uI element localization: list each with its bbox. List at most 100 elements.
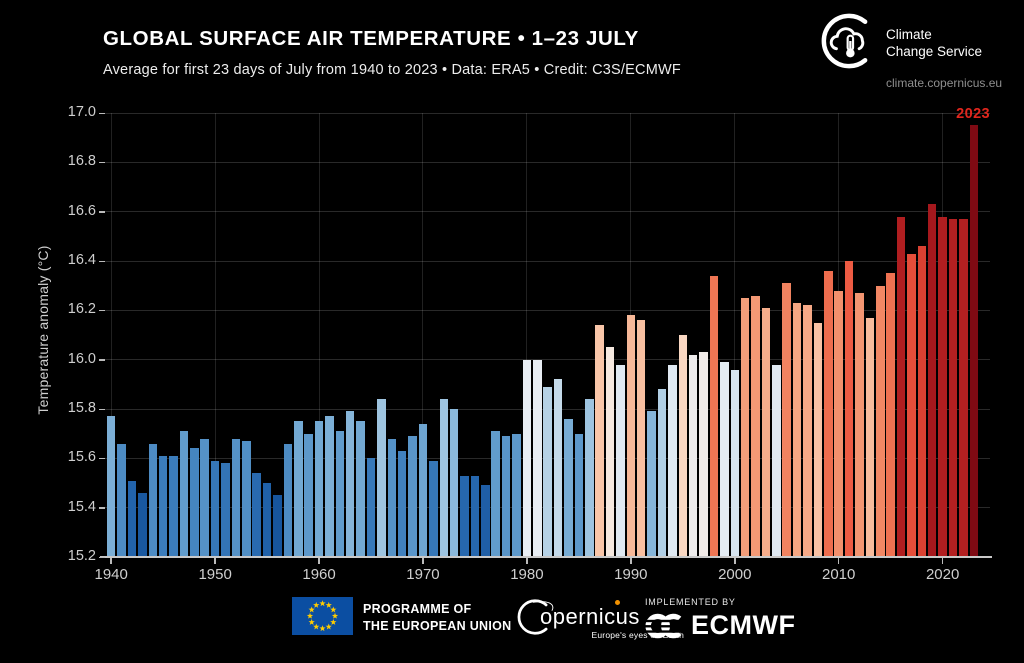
bar-1968 xyxy=(397,450,407,557)
y-gridline xyxy=(105,161,990,163)
x-tick-mark xyxy=(422,558,424,564)
y-gridline xyxy=(105,359,990,361)
bar-2004 xyxy=(772,364,781,557)
copernicus-tagline: Europe's eyes on Earth xyxy=(591,630,684,640)
y-tick-mark xyxy=(99,507,105,509)
bar-2010 xyxy=(834,290,843,557)
bar-2007 xyxy=(803,305,812,557)
bar-2021 xyxy=(948,219,958,557)
eu-star-icon xyxy=(319,625,326,632)
bar-1995 xyxy=(678,335,688,557)
eu-star-icon xyxy=(330,618,337,625)
ecmwf-icon xyxy=(645,613,685,638)
eu-star-icon xyxy=(313,623,320,630)
eu-star-icon xyxy=(325,623,332,630)
y-tick-mark xyxy=(99,112,105,114)
bar-1966 xyxy=(377,399,386,557)
x-tick-mark xyxy=(214,558,216,564)
x-gridline xyxy=(214,113,216,557)
bar-2012 xyxy=(855,293,864,557)
x-tick-label: 1960 xyxy=(302,566,336,583)
x-tick-label: 1950 xyxy=(198,566,232,583)
bar-1989 xyxy=(616,364,625,557)
bar-1969 xyxy=(408,436,417,557)
copernicus-wordmark: opernicus xyxy=(540,604,640,629)
bar-1994 xyxy=(668,364,677,557)
bar-1976 xyxy=(481,485,490,557)
bar-1984 xyxy=(564,418,573,557)
bar-2016 xyxy=(896,216,906,557)
bar-2020 xyxy=(938,216,947,557)
y-axis-title: Temperature anomaly (°C) xyxy=(35,245,51,415)
y-tick-mark xyxy=(99,408,105,410)
bar-1958 xyxy=(294,421,303,557)
bar-2023 xyxy=(969,125,979,557)
bar-1944 xyxy=(148,443,158,557)
bar-1972 xyxy=(439,399,449,557)
bar-2017 xyxy=(907,253,916,557)
bar-1960 xyxy=(314,421,324,557)
y-tick-mark xyxy=(99,260,105,262)
bar-1955 xyxy=(262,483,272,557)
x-tick-label: 2000 xyxy=(718,566,752,583)
bar-1952 xyxy=(231,438,241,557)
bar-2001 xyxy=(740,298,750,557)
y-tick-mark xyxy=(99,457,105,460)
bar-2009 xyxy=(824,270,833,557)
eu-star-icon xyxy=(308,618,315,625)
bar-2005 xyxy=(782,283,791,557)
bar-1949 xyxy=(200,438,209,557)
bar-2015 xyxy=(886,273,895,557)
bar-1963 xyxy=(345,411,355,557)
bar-2019 xyxy=(927,204,937,557)
bar-2002 xyxy=(751,295,760,557)
eu-star-icon xyxy=(308,606,315,613)
eu-flag-icon xyxy=(292,597,353,635)
bar-1981 xyxy=(533,359,542,557)
x-tick-mark xyxy=(734,558,736,564)
x-tick-mark xyxy=(630,558,632,564)
bar-1945 xyxy=(158,455,168,557)
eu-star-icon xyxy=(331,612,339,619)
y-tick-label: 16.4 xyxy=(67,252,96,268)
x-gridline xyxy=(422,113,424,557)
bar-1941 xyxy=(117,443,126,557)
bar-2022 xyxy=(959,219,968,557)
copernicus-logo: opernicus Europe's eyes on Earth xyxy=(512,596,692,646)
bar-1940 xyxy=(106,416,116,557)
bar-1946 xyxy=(169,455,178,557)
y-tick-label: 15.2 xyxy=(67,548,96,564)
bar-1987 xyxy=(595,325,604,557)
y-tick-label: 15.4 xyxy=(67,498,96,515)
x-tick-label: 1990 xyxy=(614,566,648,583)
bar-1948 xyxy=(190,448,199,557)
bar-2011 xyxy=(844,261,854,557)
record-year-annotation: 2023 xyxy=(956,106,990,123)
chart-title: GLOBAL SURFACE AIR TEMPERATURE • 1–23 JU… xyxy=(103,27,639,50)
bar-1998 xyxy=(709,275,719,557)
bar-1999 xyxy=(720,362,729,557)
x-tick-mark xyxy=(318,558,320,564)
y-tick-mark xyxy=(99,556,105,558)
bar-1962 xyxy=(335,431,345,557)
x-tick-label: 1980 xyxy=(510,566,544,583)
y-tick-label: 15.6 xyxy=(67,449,96,466)
bar-1991 xyxy=(636,320,646,557)
x-gridline xyxy=(734,113,736,557)
x-tick-label: 2020 xyxy=(925,566,960,583)
copernicus-satellite-dot-icon xyxy=(615,600,620,605)
bar-2014 xyxy=(876,285,885,557)
bar-1985 xyxy=(574,433,584,557)
bar-1997 xyxy=(699,352,708,557)
eu-programme-label: PROGRAMME OF THE EUROPEAN UNION xyxy=(363,602,512,633)
c3s-logo-url: climate.copernicus.eu xyxy=(886,76,1003,90)
chart-subtitle: Average for first 23 days of July from 1… xyxy=(103,62,681,78)
x-tick-label: 2010 xyxy=(822,566,856,583)
plot-area xyxy=(105,112,990,558)
bar-1953 xyxy=(242,441,251,557)
implemented-by-label: IMPLEMENTED BY xyxy=(645,597,736,607)
bar-1956 xyxy=(273,495,282,557)
x-tick-mark xyxy=(941,558,944,564)
bar-1996 xyxy=(688,354,698,557)
